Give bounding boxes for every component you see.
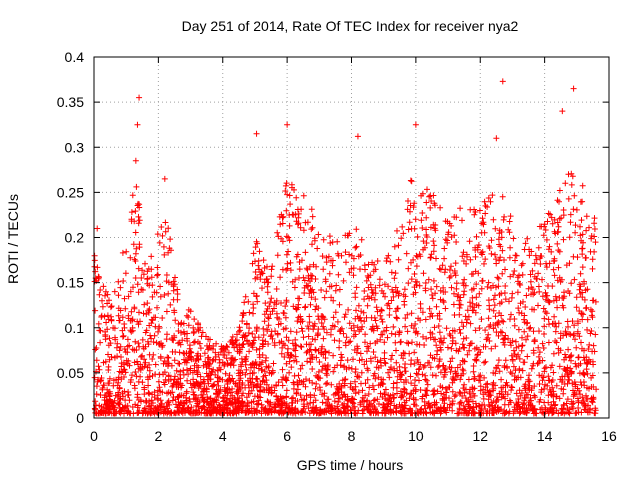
x-tick-label: 2 xyxy=(154,428,162,444)
y-tick-label: 0.4 xyxy=(65,49,85,65)
scatter-point xyxy=(94,225,101,232)
scatter-point xyxy=(559,108,566,115)
y-tick-label: 0.05 xyxy=(57,365,84,381)
x-tick-label: 16 xyxy=(601,428,617,444)
y-tick-label: 0.35 xyxy=(57,94,84,110)
scatter-point xyxy=(284,121,291,128)
y-tick-label: 0 xyxy=(76,410,84,426)
x-axis-label: GPS time / hours xyxy=(297,457,404,473)
chart-title: Day 251 of 2014, Rate Of TEC Index for r… xyxy=(182,18,519,34)
x-tick-label: 10 xyxy=(408,428,424,444)
scatter-point xyxy=(412,121,419,128)
x-tick-label: 8 xyxy=(348,428,356,444)
y-tick-label: 0.15 xyxy=(57,275,84,291)
y-axis-label: ROTI / TECUs xyxy=(5,194,21,284)
scatter-point xyxy=(253,130,260,137)
scatter-point xyxy=(499,78,506,85)
x-tick-label: 0 xyxy=(90,428,98,444)
scatter-point xyxy=(354,133,361,140)
scatter-point xyxy=(132,157,139,164)
scatter-point xyxy=(161,175,168,182)
scatter-point xyxy=(134,121,141,128)
y-tick-label: 0.1 xyxy=(65,320,85,336)
x-tick-label: 6 xyxy=(283,428,291,444)
x-tick-label: 4 xyxy=(219,428,227,444)
scatter-marker-cloud xyxy=(91,170,600,417)
scatter-point xyxy=(570,85,577,92)
y-tick-label: 0.2 xyxy=(65,230,85,246)
x-tick-label: 12 xyxy=(472,428,488,444)
axis-ticks: 0 2 4 6 8 10 12 14 16 0 0.05 0.1 0.15 0.2 0.25 0.3 0.35 0… xyxy=(57,49,617,444)
x-tick-label: 14 xyxy=(537,428,553,444)
scatter-point xyxy=(136,94,143,101)
scatter-point xyxy=(493,135,500,142)
data-points xyxy=(91,78,600,417)
y-tick-label: 0.25 xyxy=(57,184,84,200)
y-tick-label: 0.3 xyxy=(65,139,85,155)
